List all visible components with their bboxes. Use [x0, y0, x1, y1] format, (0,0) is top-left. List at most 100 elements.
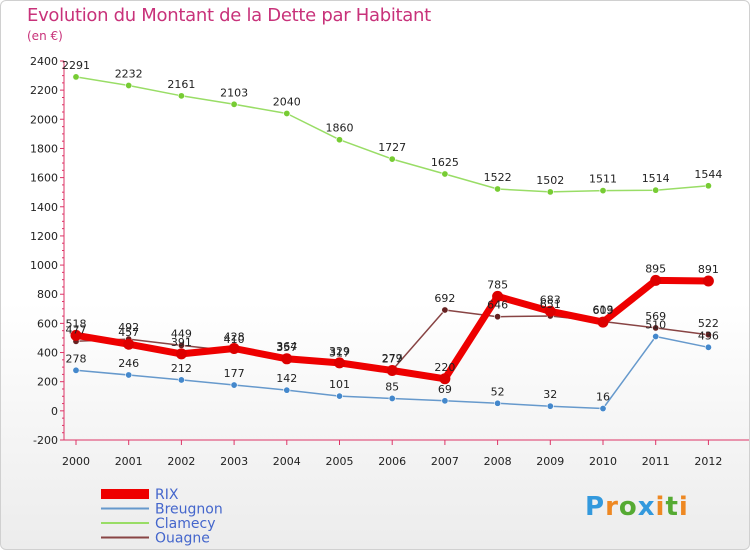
x-tick-label: 2011	[642, 455, 670, 468]
data-point	[125, 371, 133, 379]
data-label: 177	[224, 367, 245, 380]
x-tick-label: 2002	[167, 455, 195, 468]
legend-label: Ouagne	[155, 531, 210, 547]
data-point	[335, 136, 343, 144]
logo-letter: t	[665, 492, 679, 522]
data-label: 391	[171, 336, 192, 349]
logo-letter: o	[618, 492, 638, 522]
axes: -200 0 200 400 600 800 1000 1200 1400 1600 1800 200…	[30, 55, 749, 468]
logo-letter: r	[605, 492, 619, 522]
data-label: 357	[276, 341, 297, 354]
data-label: 891	[698, 263, 719, 276]
y-tick-label: 1400	[30, 201, 58, 214]
data-label: 1544	[694, 168, 722, 181]
data-point	[283, 109, 291, 117]
data-point	[175, 348, 187, 360]
data-point	[334, 357, 345, 369]
data-point	[597, 316, 609, 328]
data-point	[599, 405, 607, 413]
series-breugnon	[72, 333, 712, 413]
data-point	[228, 342, 240, 354]
data-label: 522	[698, 317, 719, 330]
data-label: 142	[276, 372, 297, 385]
logo-letter: P	[585, 492, 606, 522]
y-tick-label: 1200	[30, 230, 58, 243]
legend-label: Breugnon	[155, 502, 223, 518]
data-label: 364	[276, 340, 297, 353]
data-label: 279	[382, 352, 403, 365]
data-label: 428	[224, 330, 245, 343]
x-tick-label: 2008	[484, 455, 512, 468]
data-label: 518	[66, 317, 87, 330]
y-tick-label: 400	[37, 347, 58, 360]
data-point	[650, 274, 662, 286]
y-tick-label: 2400	[30, 55, 58, 68]
x-tick-label: 2000	[62, 455, 90, 468]
data-point	[441, 306, 449, 314]
data-point	[281, 353, 293, 365]
x-tick-label: 2010	[589, 455, 617, 468]
legend-item-rix: RIX	[101, 487, 179, 503]
legend-item-breugnon: Breugnon	[101, 502, 223, 518]
data-label: 1511	[589, 173, 617, 186]
data-point	[652, 324, 660, 332]
data-label: 220	[434, 361, 455, 374]
data-point	[599, 187, 607, 195]
y-tick-label: 0	[51, 405, 58, 418]
data-label: 2232	[115, 67, 143, 80]
data-point	[544, 305, 556, 317]
data-point	[70, 329, 82, 341]
data-label: 1514	[642, 172, 670, 185]
data-label: 457	[118, 326, 139, 339]
data-label: 1502	[536, 174, 564, 187]
data-label: 1625	[431, 156, 459, 169]
y-tick-label: 2200	[30, 84, 58, 97]
y-tick-label: 600	[37, 317, 58, 330]
y-tick-label: 2000	[30, 113, 58, 126]
data-label: 2040	[273, 95, 301, 108]
x-tick-label: 2006	[378, 455, 406, 468]
data-label: 85	[385, 380, 399, 393]
y-tick-label: 800	[37, 288, 58, 301]
data-point	[388, 155, 396, 163]
x-tick-label: 2005	[326, 455, 354, 468]
data-label: 449	[171, 327, 192, 340]
logo-letter: x	[637, 492, 656, 522]
data-point	[546, 188, 554, 196]
data-label: 317	[329, 347, 350, 360]
data-label: 410	[224, 333, 245, 346]
data-point	[492, 290, 504, 302]
x-tick-label: 2003	[220, 455, 248, 468]
data-point	[335, 392, 343, 400]
y-tick-label: 1600	[30, 172, 58, 185]
legend-item-clamecy: Clamecy	[101, 516, 215, 532]
data-label: 492	[118, 321, 139, 334]
data-point	[494, 399, 502, 407]
legend-item-ouagne: Ouagne	[101, 531, 210, 547]
data-label: 510	[645, 319, 666, 332]
data-point	[704, 343, 712, 351]
data-label: 436	[698, 329, 719, 342]
data-label: 651	[540, 298, 561, 311]
data-label: 2161	[167, 78, 195, 91]
data-point	[125, 81, 133, 89]
data-point	[439, 373, 451, 385]
data-point	[546, 402, 554, 410]
data-point	[386, 364, 398, 376]
logo-letter: i	[655, 492, 666, 522]
data-point	[704, 182, 712, 190]
data-point	[441, 397, 449, 405]
chart-subtitle: (en €)	[27, 29, 63, 43]
data-label: 646	[487, 299, 508, 312]
data-label: 246	[118, 357, 139, 370]
series-layer	[70, 73, 714, 413]
data-label: 329	[329, 345, 350, 358]
data-label: 2291	[62, 59, 90, 72]
data-point	[704, 331, 712, 339]
data-label: 69	[438, 383, 452, 396]
data-point	[652, 333, 660, 341]
data-point	[230, 381, 238, 389]
legend-label: RIX	[155, 487, 179, 503]
data-label: 278	[66, 352, 87, 365]
